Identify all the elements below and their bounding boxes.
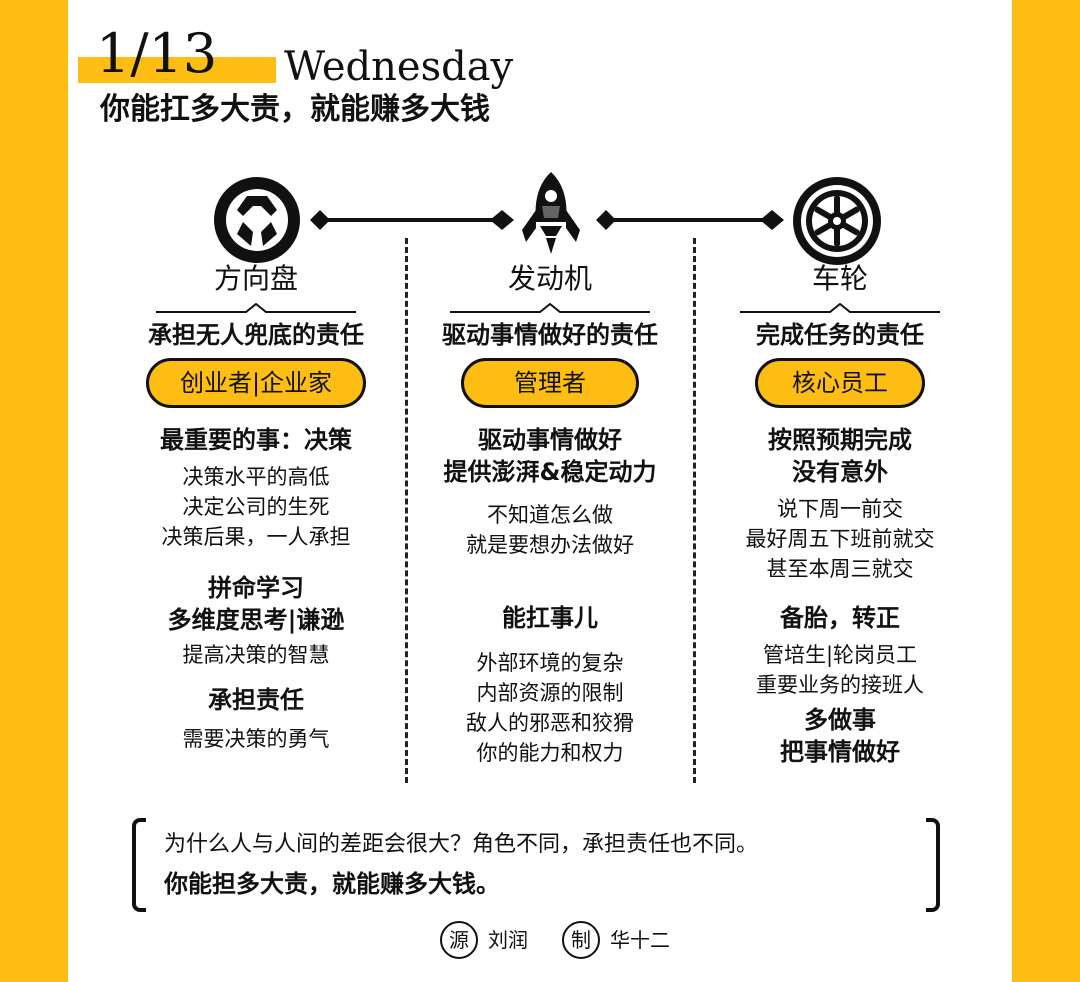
column-title: 车轮 bbox=[811, 262, 868, 295]
steering-wheel-icon bbox=[214, 177, 300, 263]
section-title: 能扛事儿 bbox=[502, 604, 598, 632]
quote-bracket-right bbox=[926, 818, 940, 912]
role-badge: 管理者 bbox=[461, 358, 639, 408]
section-line: 决策水平的高低 bbox=[182, 465, 330, 489]
role-badge: 创业者|企业家 bbox=[146, 358, 366, 408]
responsibility-text: 完成任务的责任 bbox=[756, 321, 924, 349]
title-underline bbox=[156, 302, 356, 314]
date-label: 1/13 bbox=[96, 22, 218, 85]
section-line: 就是要想办法做好 bbox=[466, 533, 634, 557]
source-badge: 源 bbox=[440, 921, 478, 959]
maker-badge: 制 bbox=[562, 921, 600, 959]
column-wheel: 车轮 完成任务的责任 核心员工 按照预期完成 没有意外 说下周一前交 最好周五下… bbox=[700, 262, 980, 768]
section-line: 不知道怎么做 bbox=[487, 503, 613, 527]
date-highlight-bar bbox=[78, 57, 276, 83]
connector-arrow-left bbox=[310, 210, 514, 230]
quote-bracket-left bbox=[132, 818, 146, 912]
column-divider-2 bbox=[693, 238, 696, 783]
section-title: 多做事 bbox=[804, 706, 876, 734]
section-title: 最重要的事：决策 bbox=[160, 426, 352, 454]
quote-line-2: 你能担多大责，就能赚多大钱。 bbox=[164, 870, 500, 898]
column-title: 发动机 bbox=[507, 262, 592, 295]
section-title: 备胎，转正 bbox=[780, 604, 900, 632]
column-engine: 发动机 驱动事情做好的责任 管理者 驱动事情做好 提供澎湃&稳定动力 不知道怎么… bbox=[410, 262, 690, 768]
title-underline bbox=[450, 302, 650, 314]
weekday-label: Wednesday bbox=[284, 44, 514, 90]
role-badge: 核心员工 bbox=[755, 358, 925, 408]
rocket-engine-icon bbox=[522, 172, 580, 254]
section-title: 把事情做好 bbox=[780, 738, 900, 766]
credit-maker: 制 华十二 bbox=[562, 920, 670, 960]
maker-name: 华十二 bbox=[610, 928, 670, 952]
source-name: 刘润 bbox=[488, 928, 528, 952]
section-line: 敌人的邪恶和狡猾 bbox=[466, 711, 634, 735]
section-line: 最好周五下班前就交 bbox=[745, 527, 935, 551]
responsibility-text: 承担无人兜底的责任 bbox=[148, 321, 364, 349]
section-line: 决定公司的生死 bbox=[182, 495, 330, 519]
column-title: 方向盘 bbox=[213, 262, 298, 295]
connector-arrow-right bbox=[596, 210, 784, 230]
title-underline bbox=[740, 302, 940, 314]
section-line: 内部资源的限制 bbox=[476, 681, 624, 705]
content-card bbox=[68, 0, 1012, 982]
column-steering-wheel: 方向盘 承担无人兜底的责任 创业者|企业家 最重要的事：决策 决策水平的高低 决… bbox=[116, 262, 396, 754]
section-line: 说下周一前交 bbox=[777, 497, 903, 521]
quote-box: 为什么人与人间的差距会很大？角色不同，承担责任也不同。 你能担多大责，就能赚多大… bbox=[132, 818, 940, 912]
section-line: 你的能力和权力 bbox=[476, 741, 624, 765]
section-title: 没有意外 bbox=[792, 458, 888, 486]
section-title: 承担责任 bbox=[208, 686, 304, 714]
section-title: 驱动事情做好 bbox=[478, 426, 622, 454]
wheel-icon bbox=[793, 177, 881, 265]
responsibility-text: 驱动事情做好的责任 bbox=[442, 321, 658, 349]
section-line: 提高决策的智慧 bbox=[182, 643, 330, 667]
quote-line-1: 为什么人与人间的差距会很大？角色不同，承担责任也不同。 bbox=[164, 832, 759, 857]
section-line: 管培生|轮岗员工 bbox=[762, 643, 918, 667]
headline: 你能扛多大责，就能赚多大钱 bbox=[100, 92, 490, 127]
section-line: 甚至本周三就交 bbox=[766, 557, 914, 581]
section-title: 多维度思考|谦逊 bbox=[167, 606, 345, 634]
section-line: 重要业务的接班人 bbox=[756, 673, 924, 697]
section-line: 外部环境的复杂 bbox=[476, 651, 624, 675]
section-line: 决策后果，一人承担 bbox=[161, 525, 351, 549]
section-line: 需要决策的勇气 bbox=[182, 727, 330, 751]
column-divider-1 bbox=[405, 238, 408, 783]
section-title: 提供澎湃&稳定动力 bbox=[443, 458, 657, 486]
section-title: 按照预期完成 bbox=[768, 426, 912, 454]
credit-source: 源 刘润 bbox=[440, 920, 528, 960]
section-title: 拼命学习 bbox=[208, 574, 304, 602]
